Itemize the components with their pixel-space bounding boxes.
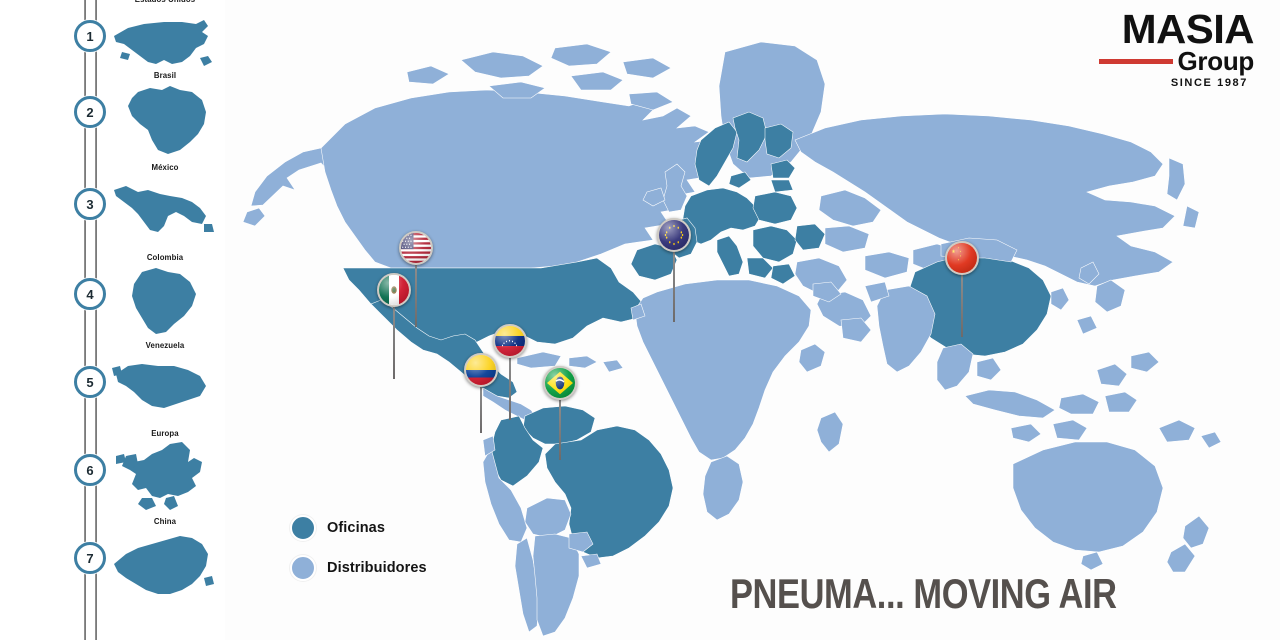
- flag-br-icon: [543, 366, 577, 400]
- sidebar-item-brasil[interactable]: Brasil 2: [0, 70, 225, 166]
- sidebar-item-label: Colombia: [146, 252, 184, 262]
- mexico-silhouette-icon: [108, 174, 220, 250]
- legend-dot-oficinas-icon: [290, 515, 316, 541]
- legend-label-oficinas: Oficinas: [327, 520, 386, 536]
- world-map-svg: [225, 0, 1280, 640]
- sidebar-item-china[interactable]: China 7: [0, 516, 225, 612]
- sidebar-item-label: Venezuela: [145, 340, 185, 350]
- china-silhouette-icon: [108, 528, 220, 604]
- region-africa: [631, 280, 843, 520]
- region-north-america: [243, 42, 889, 268]
- region-middle-east: [795, 258, 871, 342]
- timeline-rail-right: [95, 0, 97, 640]
- logo-group-row: Group: [1078, 45, 1255, 76]
- flag-ve-icon: [493, 324, 527, 358]
- region-south-america: [483, 406, 673, 636]
- sidebar-item-number: 1: [74, 20, 106, 52]
- flag-eu-icon: [657, 218, 691, 252]
- sidebar-item-label: Estados Unidos: [110, 0, 220, 4]
- sidebar-item-label: México: [151, 162, 179, 172]
- sidebar-item-venezuela[interactable]: Venezuela 5: [0, 340, 225, 436]
- europe-silhouette-icon: [108, 440, 220, 516]
- region-russia: [795, 114, 1199, 286]
- sidebar-item-colombia[interactable]: Colombia 4: [0, 252, 225, 348]
- map-legend: Oficinas Distribuidores: [290, 508, 427, 588]
- masia-group-logo[interactable]: MASIA Group SINCE 1987: [1078, 9, 1255, 90]
- timeline-rail-left: [84, 0, 86, 640]
- pin-stem: [509, 358, 511, 420]
- sidebar-item-number: 4: [74, 278, 106, 310]
- logo-sub-text: Group: [1177, 45, 1255, 76]
- region-china: [865, 238, 1159, 442]
- legend-label-distribuidores: Distribuidores: [327, 560, 427, 576]
- sidebar-item-label: Europa: [151, 428, 179, 438]
- pin-stem: [480, 387, 482, 433]
- pin-stem: [415, 265, 417, 327]
- usa-silhouette-icon: [108, 6, 220, 82]
- venezuela-silhouette-icon: [108, 352, 220, 428]
- legend-item-distribuidores[interactable]: Distribuidores: [290, 548, 427, 588]
- logo-brand-text: MASIA: [1121, 6, 1255, 52]
- sidebar-item-number: 5: [74, 366, 106, 398]
- world-map: [225, 0, 1280, 640]
- sidebar-item-number: 3: [74, 188, 106, 220]
- pin-stem: [559, 400, 561, 460]
- sidebar-item-number: 2: [74, 96, 106, 128]
- sidebar-item-mexico[interactable]: México 3: [0, 162, 225, 258]
- legend-dot-distribuidores-icon: [290, 555, 316, 581]
- sidebar-item-estados-unidos[interactable]: Estados Unidos 1: [0, 0, 225, 90]
- flag-mx-icon: [377, 273, 411, 307]
- sidebar-item-label: Brasil: [153, 70, 177, 80]
- logo-since-text: SINCE 1987: [1170, 77, 1248, 90]
- pin-stem: [673, 252, 675, 322]
- flag-cn-icon: [945, 241, 979, 275]
- flag-us-icon: [399, 231, 433, 265]
- logo-red-bar: [1098, 59, 1173, 65]
- country-list-sidebar: Estados Unidos 1 Brasil 2 México 3 Colom…: [0, 0, 225, 640]
- colombia-silhouette-icon: [108, 264, 220, 340]
- sidebar-item-label: China: [153, 516, 177, 526]
- brazil-silhouette-icon: [108, 82, 220, 158]
- region-oceania: [1013, 420, 1221, 572]
- flag-co-icon: [464, 353, 498, 387]
- sidebar-item-europa[interactable]: Europa 6: [0, 428, 225, 524]
- legend-item-oficinas[interactable]: Oficinas: [290, 508, 427, 548]
- sidebar-item-number: 6: [74, 454, 106, 486]
- pin-stem: [961, 275, 963, 337]
- pin-stem: [393, 307, 395, 379]
- sidebar-item-number: 7: [74, 542, 106, 574]
- tagline: PNEUMA... MOVING AIR: [730, 570, 1117, 617]
